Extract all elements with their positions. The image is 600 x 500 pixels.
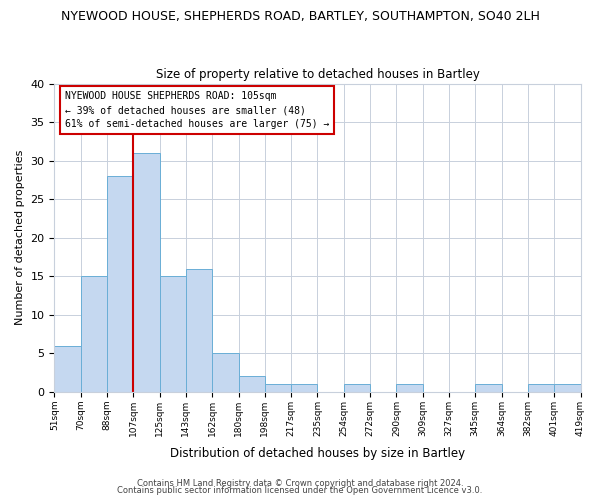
Bar — [291, 384, 317, 392]
Bar — [239, 376, 265, 392]
Bar — [554, 384, 581, 392]
Bar — [55, 346, 81, 392]
Bar — [160, 276, 186, 392]
Y-axis label: Number of detached properties: Number of detached properties — [15, 150, 25, 326]
Text: NYEWOOD HOUSE, SHEPHERDS ROAD, BARTLEY, SOUTHAMPTON, SO40 2LH: NYEWOOD HOUSE, SHEPHERDS ROAD, BARTLEY, … — [61, 10, 539, 23]
Bar — [397, 384, 422, 392]
Text: NYEWOOD HOUSE SHEPHERDS ROAD: 105sqm
← 39% of detached houses are smaller (48)
6: NYEWOOD HOUSE SHEPHERDS ROAD: 105sqm ← 3… — [65, 92, 329, 130]
Bar — [81, 276, 107, 392]
Bar — [475, 384, 502, 392]
Bar — [344, 384, 370, 392]
Bar — [265, 384, 291, 392]
X-axis label: Distribution of detached houses by size in Bartley: Distribution of detached houses by size … — [170, 447, 465, 460]
Bar — [186, 268, 212, 392]
Title: Size of property relative to detached houses in Bartley: Size of property relative to detached ho… — [155, 68, 479, 81]
Bar — [528, 384, 554, 392]
Bar — [133, 153, 160, 392]
Text: Contains HM Land Registry data © Crown copyright and database right 2024.: Contains HM Land Registry data © Crown c… — [137, 478, 463, 488]
Text: Contains public sector information licensed under the Open Government Licence v3: Contains public sector information licen… — [118, 486, 482, 495]
Bar — [107, 176, 133, 392]
Bar — [212, 354, 239, 392]
